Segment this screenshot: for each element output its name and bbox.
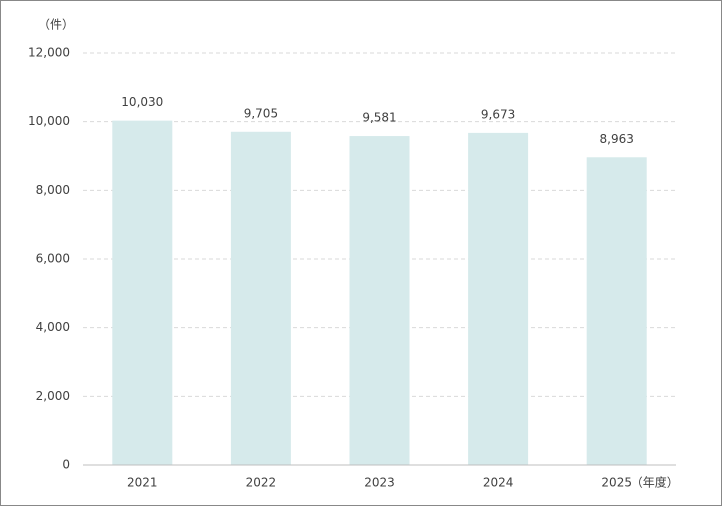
y-tick-label: 0 xyxy=(62,458,70,472)
value-label: 8,963 xyxy=(600,132,634,146)
value-label: 9,705 xyxy=(244,106,278,120)
y-tick-label: 2,000 xyxy=(36,389,70,403)
bar xyxy=(586,157,647,466)
bar xyxy=(468,132,529,465)
x-tick-label: 2024 xyxy=(483,476,514,490)
x-unit: （年度） xyxy=(631,475,679,490)
y-tick-label: 10,000 xyxy=(28,114,70,128)
x-tick-label: 2022 xyxy=(246,476,277,490)
bar xyxy=(112,120,173,466)
x-tick-label: 2025 xyxy=(601,476,632,490)
y-unit: （件） xyxy=(38,18,74,32)
y-tick-label: 8,000 xyxy=(36,183,70,197)
y-tick-label: 12,000 xyxy=(28,46,70,60)
value-label: 9,581 xyxy=(362,111,396,125)
y-tick-label: 4,000 xyxy=(36,320,70,334)
value-label: 9,673 xyxy=(481,107,515,121)
bar xyxy=(349,136,410,465)
x-tick-label: 2023 xyxy=(364,476,395,490)
y-tick-label: 6,000 xyxy=(36,252,70,266)
value-label: 10,030 xyxy=(121,95,163,109)
bar xyxy=(230,131,291,466)
x-tick-label: 2021 xyxy=(127,476,158,490)
